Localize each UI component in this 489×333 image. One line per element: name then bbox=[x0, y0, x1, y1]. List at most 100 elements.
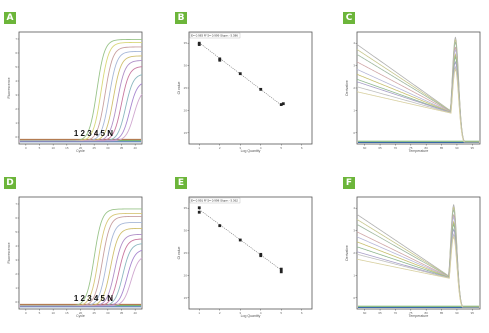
panel-badge-f: F bbox=[343, 177, 355, 189]
y-tick-label: 5 bbox=[15, 65, 17, 69]
x-tick-label: 75 bbox=[409, 146, 413, 150]
y-tick-label: 15 bbox=[184, 131, 188, 135]
y-axis-label: Derivative bbox=[345, 245, 349, 261]
x-tick-label: 5 bbox=[39, 146, 41, 150]
sample-order-annotation: 1 2 3 4 5 N bbox=[74, 294, 113, 303]
x-tick-label: 20 bbox=[79, 311, 83, 315]
panel-badge-a: A bbox=[4, 12, 16, 24]
y-tick-label: 25 bbox=[184, 251, 188, 255]
x-tick-label: 85 bbox=[440, 146, 444, 150]
y-tick-label: 0 bbox=[353, 296, 355, 300]
y-tick-label: 30 bbox=[184, 64, 188, 68]
plot-frame bbox=[18, 196, 143, 310]
x-tick-label: 0 bbox=[25, 146, 27, 150]
y-tick-label: 0 bbox=[15, 300, 17, 304]
standard-point bbox=[279, 103, 283, 106]
panel-badge-b: B bbox=[175, 12, 187, 24]
y-tick-label: 6 bbox=[15, 216, 17, 220]
standard-point bbox=[279, 270, 283, 274]
x-tick-label: 40 bbox=[133, 311, 137, 315]
x-tick-label: 3 bbox=[239, 311, 241, 315]
x-tick-label: 25 bbox=[92, 146, 96, 150]
x-tick-label: 80 bbox=[425, 146, 429, 150]
equation-text: E= 0.991 R^2= 0.998 Slope: -3.362 bbox=[191, 199, 238, 203]
y-axis-label: Fluorescence bbox=[7, 77, 11, 98]
x-tick-label: 15 bbox=[65, 311, 69, 315]
standard-curve-b: 1 2 3 4 5 6 15 20 25 30 35 Log Quantity Ct value E= 0… bbox=[175, 28, 315, 154]
x-tick-label: 3 bbox=[239, 146, 241, 150]
x-tick-label: 70 bbox=[394, 311, 398, 315]
x-tick-label: 35 bbox=[120, 146, 124, 150]
x-tick-label: 90 bbox=[455, 146, 459, 150]
y-tick-label: 3 bbox=[353, 229, 355, 233]
melt-curve-c: 60 65 70 75 80 85 90 95 0 1 2 3 4 Temperature Derivati… bbox=[343, 28, 483, 154]
y-tick-label: 1 bbox=[15, 286, 17, 290]
x-tick-label: 60 bbox=[363, 146, 367, 150]
x-tick-label: 40 bbox=[133, 146, 137, 150]
x-tick-label: 4 bbox=[260, 311, 262, 315]
panel-badge-e: E bbox=[175, 177, 187, 189]
y-axis-label: Ct value bbox=[177, 247, 181, 260]
standard-point bbox=[197, 43, 201, 46]
y-tick-label: 30 bbox=[184, 229, 188, 233]
panel-badge-d: D bbox=[4, 177, 16, 189]
y-tick-label: 4 bbox=[353, 206, 355, 210]
equation-text: E= 0.983 R^2= 0.999 Slope: -3.386 bbox=[191, 34, 238, 38]
y-tick-label: 2 bbox=[353, 251, 355, 255]
x-tick-label: 0 bbox=[25, 311, 27, 315]
y-tick-label: 1 bbox=[353, 108, 355, 112]
y-tick-label: 4 bbox=[353, 41, 355, 45]
standard-point bbox=[218, 224, 222, 228]
amplification-plot-d: 0 5 10 15 20 25 30 35 40 0 1 2 3 4 5 6 7 Cycle Fluorescenc… bbox=[5, 193, 145, 319]
standard-point bbox=[259, 87, 263, 91]
x-axis-label: Log Quantity bbox=[241, 314, 261, 318]
standard-point bbox=[197, 206, 201, 210]
x-axis-label: Temperature bbox=[409, 314, 429, 318]
x-tick-label: 5 bbox=[280, 146, 282, 150]
melt-curve bbox=[356, 68, 480, 143]
y-tick-label: 1 bbox=[353, 273, 355, 277]
x-tick-label: 25 bbox=[92, 311, 96, 315]
y-axis-label: Fluorescence bbox=[7, 242, 11, 263]
x-tick-label: 35 bbox=[120, 311, 124, 315]
x-tick-label: 10 bbox=[51, 146, 55, 150]
x-tick-label: 70 bbox=[394, 146, 398, 150]
standard-point bbox=[197, 210, 201, 214]
y-tick-label: 7 bbox=[15, 202, 17, 206]
y-tick-label: 20 bbox=[184, 108, 188, 112]
standard-point bbox=[279, 267, 283, 271]
standard-point bbox=[238, 72, 242, 76]
plot-frame bbox=[188, 196, 313, 310]
y-tick-label: 15 bbox=[184, 296, 188, 300]
y-tick-label: 20 bbox=[184, 273, 188, 277]
y-tick-label: 2 bbox=[15, 272, 17, 276]
y-tick-label: 4 bbox=[15, 244, 17, 248]
x-tick-label: 6 bbox=[301, 311, 303, 315]
x-tick-label: 6 bbox=[301, 146, 303, 150]
y-axis-label: Derivative bbox=[345, 80, 349, 96]
standard-point bbox=[218, 58, 222, 62]
x-tick-label: 1 bbox=[198, 311, 200, 315]
plot-frame bbox=[188, 31, 313, 145]
y-tick-label: 6 bbox=[15, 51, 17, 55]
x-tick-label: 30 bbox=[106, 311, 110, 315]
x-tick-label: 95 bbox=[471, 311, 475, 315]
x-axis-label: Cycle bbox=[76, 314, 85, 318]
x-tick-label: 2 bbox=[219, 146, 221, 150]
y-tick-label: 5 bbox=[15, 230, 17, 234]
x-tick-label: 5 bbox=[39, 311, 41, 315]
x-tick-label: 75 bbox=[409, 311, 413, 315]
y-tick-label: 25 bbox=[184, 86, 188, 90]
x-axis-label: Log Quantity bbox=[241, 149, 261, 153]
standard-point bbox=[259, 254, 263, 258]
x-tick-label: 1 bbox=[198, 146, 200, 150]
x-tick-label: 5 bbox=[280, 311, 282, 315]
x-tick-label: 90 bbox=[455, 311, 459, 315]
x-tick-label: 80 bbox=[425, 311, 429, 315]
y-tick-label: 4 bbox=[15, 79, 17, 83]
standard-curve-e: 1 2 3 4 5 6 15 20 25 30 35 Log Quantity Ct value E= 0… bbox=[175, 193, 315, 319]
x-tick-label: 65 bbox=[378, 146, 382, 150]
x-axis-label: Cycle bbox=[76, 149, 85, 153]
melt-curve-f: 60 65 70 75 80 85 90 95 0 1 2 3 4 Temperature Derivati… bbox=[343, 193, 483, 319]
x-tick-label: 15 bbox=[65, 146, 69, 150]
